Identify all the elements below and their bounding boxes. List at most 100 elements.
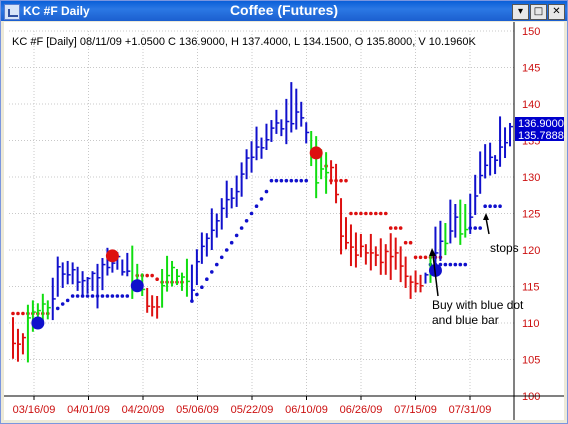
stop-dot	[200, 285, 204, 290]
stop-dot	[214, 262, 219, 267]
stop-dot	[289, 178, 294, 183]
x-tick-label: 05/22/09	[231, 404, 274, 416]
stop-dot	[483, 204, 487, 208]
stop-dot	[264, 189, 269, 194]
x-axis: 03/16/09 04/01/09 04/20/09 05/06/09 05/22/09…	[4, 395, 564, 416]
stop-dot	[100, 294, 105, 298]
stop-dot	[388, 226, 393, 230]
x-tick-label: 06/26/09	[340, 404, 383, 416]
stop-dot	[11, 311, 15, 316]
stop-dot	[364, 211, 368, 216]
stop-dot	[105, 294, 110, 298]
y-tick-label: 150	[522, 26, 540, 38]
x-tick-label: 03/16/09	[13, 404, 56, 416]
stop-dot	[115, 294, 120, 298]
y-tick-label: 100	[522, 391, 540, 403]
stop-dot	[249, 211, 254, 216]
stop-dot	[354, 211, 358, 216]
stop-dot	[75, 294, 80, 298]
stop-dot	[125, 294, 130, 298]
stop-dot	[393, 226, 398, 230]
quote-info-line: KC #F [Daily] 08/11/09 +1.0500 C 136.900…	[12, 36, 477, 48]
stop-dot	[369, 211, 373, 216]
signal-dot	[31, 316, 45, 330]
signal-dot	[105, 249, 119, 263]
stop-dot	[458, 262, 463, 267]
x-tick-label: 05/06/09	[176, 404, 219, 416]
stop-dot	[224, 248, 229, 252]
y-tick-label: 140	[522, 99, 540, 111]
stop-dot	[344, 178, 348, 183]
stop-dot	[70, 294, 75, 298]
stop-dot	[254, 204, 259, 208]
stop-dot	[493, 204, 497, 208]
maximize-button[interactable]: □	[530, 4, 547, 20]
stop-dot	[16, 311, 20, 316]
stop-dot	[294, 178, 299, 183]
minimize-button[interactable]: ▾	[512, 4, 529, 20]
title-bar[interactable]: KC #F Daily Coffee (Futures) ▾ □ ✕	[1, 1, 567, 21]
stop-dot	[349, 211, 353, 216]
stop-dot	[398, 226, 403, 230]
stop-dot	[279, 178, 284, 183]
stop-dot	[463, 262, 468, 267]
stop-dot	[299, 178, 304, 183]
stop-dot	[85, 294, 90, 298]
x-tick-label: 07/31/09	[449, 404, 492, 416]
x-tick-label: 04/01/09	[67, 404, 110, 416]
stop-dot	[239, 226, 244, 230]
stop-dot	[378, 211, 383, 216]
buy-arrow-line	[432, 254, 439, 297]
stop-dot	[473, 226, 478, 230]
stop-dot	[448, 262, 453, 267]
stop-dot	[274, 178, 279, 183]
x-tick-label: 04/20/09	[122, 404, 165, 416]
signal-markers	[31, 146, 442, 330]
stops-arrow-head	[483, 213, 489, 220]
buy-annotation-line1: Buy with blue dot	[432, 298, 524, 312]
stop-dot	[120, 294, 125, 298]
window-title: KC #F Daily	[23, 4, 90, 18]
stop-dot	[383, 211, 388, 216]
stop-dot	[304, 178, 309, 183]
stop-dot	[55, 306, 60, 311]
stop-dot	[21, 311, 25, 316]
stop-dot	[488, 204, 492, 208]
close-button[interactable]: ✕	[548, 4, 565, 20]
stop-dot	[408, 240, 413, 245]
y-tick-label: 110	[522, 318, 540, 330]
stop-dot	[145, 273, 149, 278]
price-bars	[12, 82, 513, 363]
x-tick-label: 06/10/09	[285, 404, 328, 416]
buy-arrow-head	[429, 248, 436, 256]
stop-dot	[155, 277, 159, 281]
signal-dot	[130, 279, 144, 293]
stop-dot	[359, 211, 363, 216]
stop-dot	[60, 302, 65, 306]
y-tick-label: 125	[522, 209, 540, 221]
stop-dot	[284, 178, 289, 183]
stop-dot	[229, 240, 234, 245]
stop-dot	[423, 255, 428, 260]
stop-dot	[210, 270, 214, 274]
stop-dot	[269, 178, 274, 183]
stop-dot	[244, 219, 249, 223]
stop-dot	[65, 298, 70, 303]
stops-annotation: stops	[490, 241, 519, 255]
last-price-tag-text: 136.9000	[518, 118, 564, 130]
y-tick-label: 105	[522, 355, 540, 367]
stop-dot	[498, 204, 502, 208]
stop-dot	[453, 262, 458, 267]
stop-dot	[219, 255, 224, 260]
stop-dot	[403, 240, 408, 245]
stop-dot	[418, 255, 423, 260]
stop-dot	[259, 197, 264, 201]
signal-dot	[309, 146, 323, 160]
stop-dot	[374, 211, 378, 216]
stop-dot	[195, 292, 199, 297]
stop-dot	[234, 233, 239, 238]
stop-dot	[110, 294, 115, 298]
chart-app-icon	[4, 4, 20, 20]
